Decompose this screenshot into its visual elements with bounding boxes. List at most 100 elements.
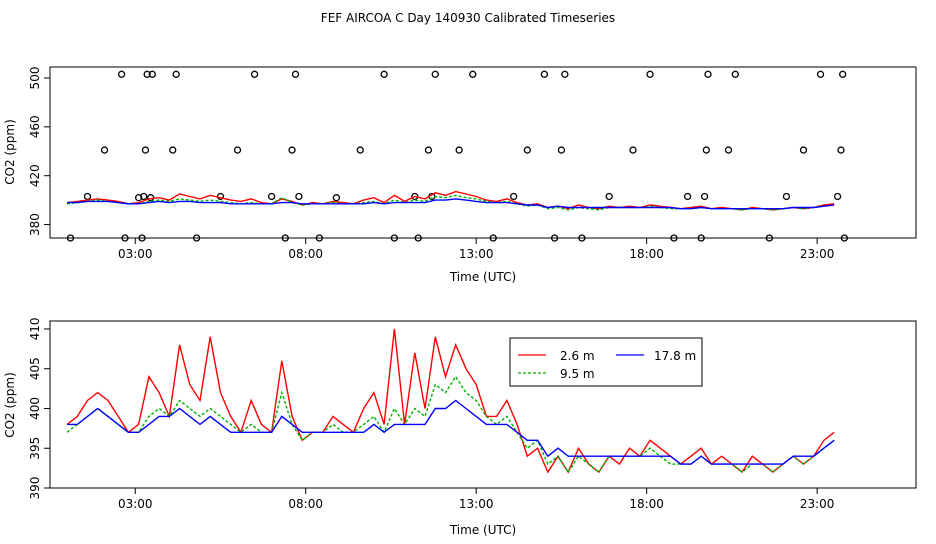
plot-frame-2: [49, 320, 917, 489]
x-tick-label: 03:00: [118, 497, 153, 511]
scatter-point: [670, 234, 678, 242]
scatter-point: [816, 70, 825, 78]
scatter-point: [233, 146, 242, 154]
scatter-point: [629, 146, 637, 154]
y-tick-label: 420: [28, 164, 42, 187]
scatter-point: [83, 192, 92, 201]
scatter-point: [839, 70, 847, 78]
series-lines-1: [66, 190, 835, 211]
scatter-point: [138, 234, 146, 242]
scatter-point: [697, 234, 705, 242]
x-tick-label: 18:00: [629, 497, 664, 511]
plot-frame-1: [49, 66, 917, 239]
x-axis-1: 03:00 08:00 13:00 18:00 23:00: [118, 238, 834, 261]
x-axis-2: 03:00 08:00 13:00 18:00 23:00: [118, 488, 834, 511]
scatter-point: [731, 70, 739, 78]
figure-title: FEF AIRCOA C Day 140930 Calibrated Times…: [321, 11, 615, 25]
x-tick-label: 23:00: [800, 497, 835, 511]
scatter-point: [134, 194, 143, 202]
scatter-point: [455, 146, 463, 154]
scatter-point: [700, 192, 709, 201]
y-axis-1: 380 420 460 500: [28, 67, 50, 236]
scatter-point: [148, 70, 156, 78]
y-axis-2: 390 395 400 405 410: [28, 317, 50, 499]
scatter-point: [550, 234, 559, 242]
series-2-6-m: [66, 328, 835, 474]
scatter-points: [66, 70, 849, 242]
scatter-point: [121, 234, 129, 242]
legend-label-9-5m: 9.5 m: [560, 367, 595, 381]
scatter-point: [100, 146, 109, 154]
scatter-point: [356, 146, 364, 154]
y-tick-label: 400: [28, 397, 42, 420]
scatter-point: [489, 234, 497, 242]
scatter-point: [192, 234, 201, 242]
x-tick-label: 18:00: [629, 247, 664, 261]
scatter-point: [833, 192, 842, 201]
y-tick-label: 390: [28, 477, 42, 500]
x-tick-label: 08:00: [288, 497, 323, 511]
scatter-point: [267, 192, 276, 201]
scatter-point: [295, 192, 303, 201]
y-tick-label: 405: [28, 357, 42, 380]
y-tick-label: 395: [28, 437, 42, 460]
legend-box: [509, 337, 703, 387]
scatter-point: [332, 194, 341, 202]
scatter-point: [315, 234, 323, 242]
scatter-point: [683, 192, 692, 201]
scatter-point: [250, 70, 259, 78]
scatter-point: [510, 192, 518, 201]
scatter-point: [578, 234, 586, 242]
scatter-point: [523, 146, 531, 154]
scatter-point: [66, 234, 75, 242]
scatter-point: [646, 70, 654, 78]
y-tick-label: 460: [28, 115, 42, 138]
scatter-point: [765, 234, 774, 242]
scatter-point: [431, 70, 439, 78]
scatter-point: [140, 192, 148, 201]
scatter-point: [390, 234, 399, 242]
y-tick-label: 500: [28, 67, 42, 90]
xlabel-2: Time (UTC): [449, 523, 516, 537]
scatter-point: [281, 234, 289, 242]
scatter-point: [469, 70, 477, 78]
scatter-point: [380, 70, 388, 78]
scatter-point: [724, 146, 733, 154]
scatter-point: [837, 146, 845, 154]
ylabel-1: CO2 (ppm): [3, 119, 17, 185]
scatter-point: [424, 146, 433, 154]
scatter-point: [169, 146, 177, 154]
scatter-point: [143, 70, 151, 78]
series-17-8-m: [67, 198, 835, 210]
scatter-point: [782, 192, 791, 201]
x-tick-label: 23:00: [800, 247, 835, 261]
xlabel-1: Time (UTC): [449, 270, 516, 284]
scatter-point: [117, 70, 126, 78]
legend-label-17-8m: 17.8 m: [654, 349, 696, 363]
scatter-point: [605, 192, 613, 201]
x-tick-label: 03:00: [118, 247, 153, 261]
series-lines-2: [66, 328, 835, 474]
scatter-point: [141, 146, 150, 154]
scatter-point: [288, 146, 296, 154]
ylabel-2: CO2 (ppm): [3, 372, 17, 438]
legend-label-2-6m: 2.6 m: [560, 349, 595, 363]
panel-2: CO2 (ppm) Time (UTC) 03:00 08:00 13:00 18:0…: [3, 317, 917, 537]
panel-1: CO2 (ppm) Time (UTC) 03:00 08:00 13:00 18:0…: [3, 66, 917, 284]
x-tick-label: 13:00: [459, 497, 494, 511]
scatter-point: [799, 146, 808, 154]
x-tick-label: 08:00: [288, 247, 323, 261]
scatter-point: [557, 146, 566, 154]
y-tick-label: 380: [28, 213, 42, 236]
scatter-point: [411, 192, 419, 201]
scatter-point: [561, 70, 569, 78]
x-tick-label: 13:00: [459, 247, 494, 261]
scatter-point: [414, 234, 422, 242]
scatter-point: [702, 146, 710, 154]
scatter-point: [840, 234, 849, 242]
series-17-8-m: [67, 399, 835, 465]
scatter-point: [704, 70, 712, 78]
y-tick-label: 410: [28, 317, 42, 340]
scatter-point: [172, 70, 180, 78]
